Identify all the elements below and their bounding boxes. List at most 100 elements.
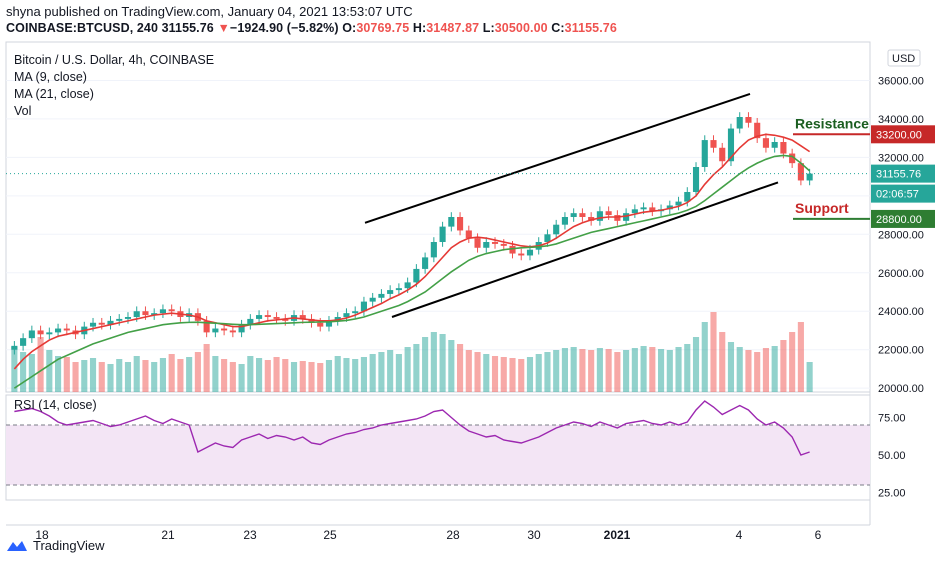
legend-ma9[interactable]: MA (9, close) [14, 70, 87, 84]
volume-bar [352, 359, 359, 392]
volume-bar [605, 349, 612, 392]
legend-vol[interactable]: Vol [14, 104, 32, 118]
volume-bar [658, 349, 665, 392]
volume-bar [745, 350, 752, 392]
candle-body [404, 282, 411, 289]
volume-bar [701, 322, 708, 392]
candle-body [526, 249, 534, 256]
y-tick-label: 24000.00 [878, 306, 924, 318]
candle-body [151, 313, 158, 316]
currency-badge: USD [892, 53, 915, 65]
volume-bar [553, 350, 560, 392]
candle-body [229, 330, 236, 333]
volume-bar [133, 356, 140, 392]
candle-body [684, 192, 691, 202]
candle-body [20, 338, 27, 346]
x-tick-label: 28 [446, 528, 460, 542]
chart-title: Bitcoin / U.S. Dollar, 4h, COINBASE [14, 53, 215, 67]
ma21-line [13, 154, 811, 389]
y-tick-label: 28000.00 [878, 229, 924, 241]
volume-bar [81, 360, 88, 392]
y-tick-label: 20000.00 [878, 383, 924, 395]
volume-bar [789, 332, 796, 392]
volume-bar [535, 354, 542, 392]
channel-upper-line [364, 92, 751, 224]
volume-bar [256, 358, 263, 392]
volume-bar [290, 362, 298, 392]
volume-bar [754, 352, 761, 392]
volume-bar [378, 352, 385, 392]
volume-bar [229, 362, 236, 392]
candle-body [448, 217, 455, 227]
y-tick-label: 22000.00 [878, 345, 924, 357]
candle-body [727, 128, 735, 162]
volume-bar [325, 360, 333, 392]
volume-bar [623, 350, 630, 392]
y-tick-label: 36000.00 [878, 75, 924, 87]
candle-body [124, 317, 132, 319]
volume-bar [55, 356, 62, 392]
main-pane [5, 41, 871, 393]
candle-body [37, 330, 44, 335]
x-tick-label: 30 [527, 528, 541, 542]
candle-body [631, 209, 638, 214]
candle-body [483, 242, 490, 248]
volume-bar [526, 357, 534, 392]
volume-bar [771, 346, 778, 392]
currency-badge-bg [887, 49, 921, 67]
candle-body [28, 330, 35, 339]
candle-body [518, 253, 525, 256]
volume-bar [142, 360, 149, 392]
volume-bar [282, 359, 289, 392]
x-tick-label: 25 [323, 528, 337, 542]
candle-body [299, 315, 306, 319]
volume-bar [360, 357, 367, 392]
candle-body [771, 142, 778, 148]
volume-bar [273, 357, 280, 392]
x-tick-label: 21 [161, 528, 175, 542]
candle-body [509, 245, 516, 254]
volume-bar [221, 359, 228, 392]
candle-body [561, 217, 568, 225]
candle-body [649, 207, 656, 212]
candle-body [491, 242, 499, 244]
candle-body [46, 332, 53, 335]
legend-ma21[interactable]: MA (21, close) [14, 87, 94, 101]
volume-bar [579, 349, 586, 392]
high-label: H: [412, 21, 427, 35]
candle-body [430, 242, 437, 258]
volume-bar [491, 356, 499, 392]
rsi-line [14, 400, 810, 456]
volume-bar [631, 348, 638, 392]
candle-body [596, 211, 603, 221]
rsi-tick-label: 75.00 [878, 413, 906, 425]
candle-body [334, 317, 341, 321]
candle-body [439, 226, 446, 242]
support-price-tag: 28800.00 [876, 214, 922, 226]
volume-bar [439, 334, 446, 392]
volume-bar [334, 356, 341, 392]
volume-bar [177, 359, 184, 392]
volume-bar [308, 362, 315, 392]
candle-body [413, 268, 420, 283]
y-tick-label: 32000.00 [878, 152, 924, 164]
volume-bar [474, 352, 481, 392]
volume-bar [395, 354, 402, 392]
volume-bar [806, 362, 813, 392]
volume-bar [457, 344, 464, 392]
candle-body [317, 322, 324, 327]
volume-bar [692, 337, 700, 392]
publisher-line: shyna published on TradingView.com, Janu… [6, 4, 413, 19]
footer: TradingView [6, 538, 105, 553]
volume-bar [107, 364, 114, 392]
candle-body [754, 122, 761, 139]
candle-body [63, 328, 70, 331]
volume-bar [151, 362, 158, 392]
candle-body [474, 238, 481, 248]
symbol-label: COINBASE:BTCUSD, 240 [6, 21, 159, 35]
candle-body [343, 313, 350, 317]
candle-body [308, 318, 315, 323]
candle-body [666, 205, 673, 210]
volume-bar [46, 350, 53, 392]
